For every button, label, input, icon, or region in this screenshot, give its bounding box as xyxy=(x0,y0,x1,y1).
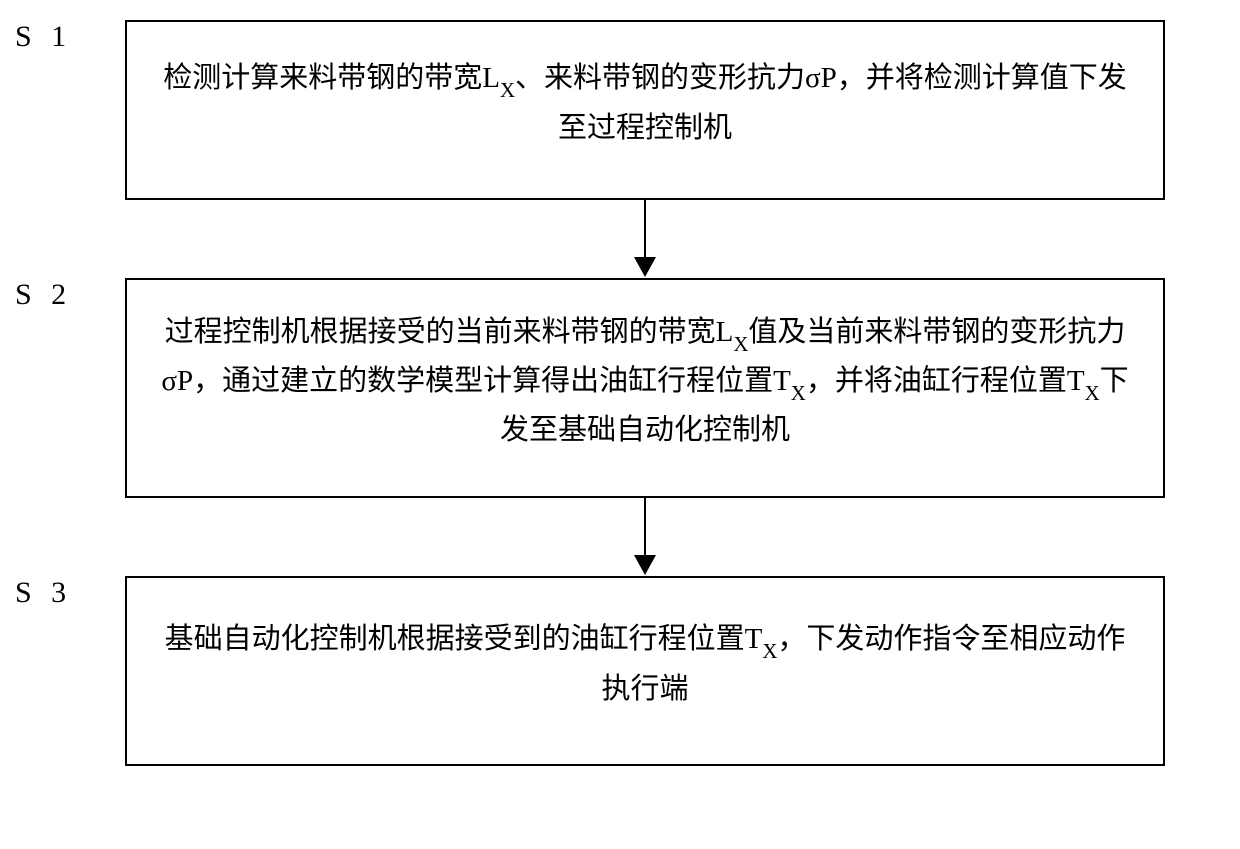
step-box: 检测计算来料带钢的带宽LX、来料带钢的变形抗力σP，并将检测计算值下发至过程控制… xyxy=(125,20,1165,200)
flow-step: S 2过程控制机根据接受的当前来料带钢的带宽LX值及当前来料带钢的变形抗力σP，… xyxy=(95,278,1195,498)
arrow-down-icon xyxy=(634,498,656,576)
step-label: S 2 xyxy=(15,278,95,312)
step-text: 基础自动化控制机根据接受到的油缸行程位置TX，下发动作指令至相应动作执行端 xyxy=(159,616,1131,713)
flow-step: S 3基础自动化控制机根据接受到的油缸行程位置TX，下发动作指令至相应动作执行端 xyxy=(95,576,1195,766)
flowchart-container: S 1检测计算来料带钢的带宽LX、来料带钢的变形抗力σP，并将检测计算值下发至过… xyxy=(95,20,1195,766)
flow-step: S 1检测计算来料带钢的带宽LX、来料带钢的变形抗力σP，并将检测计算值下发至过… xyxy=(95,20,1195,200)
step-box: 过程控制机根据接受的当前来料带钢的带宽LX值及当前来料带钢的变形抗力σP，通过建… xyxy=(125,278,1165,498)
step-label: S 1 xyxy=(15,20,95,54)
arrow-down-icon xyxy=(634,200,656,278)
step-label: S 3 xyxy=(15,576,95,610)
step-text: 检测计算来料带钢的带宽LX、来料带钢的变形抗力σP，并将检测计算值下发至过程控制… xyxy=(159,55,1131,152)
step-text: 过程控制机根据接受的当前来料带钢的带宽LX值及当前来料带钢的变形抗力σP，通过建… xyxy=(159,309,1131,455)
step-box: 基础自动化控制机根据接受到的油缸行程位置TX，下发动作指令至相应动作执行端 xyxy=(125,576,1165,766)
